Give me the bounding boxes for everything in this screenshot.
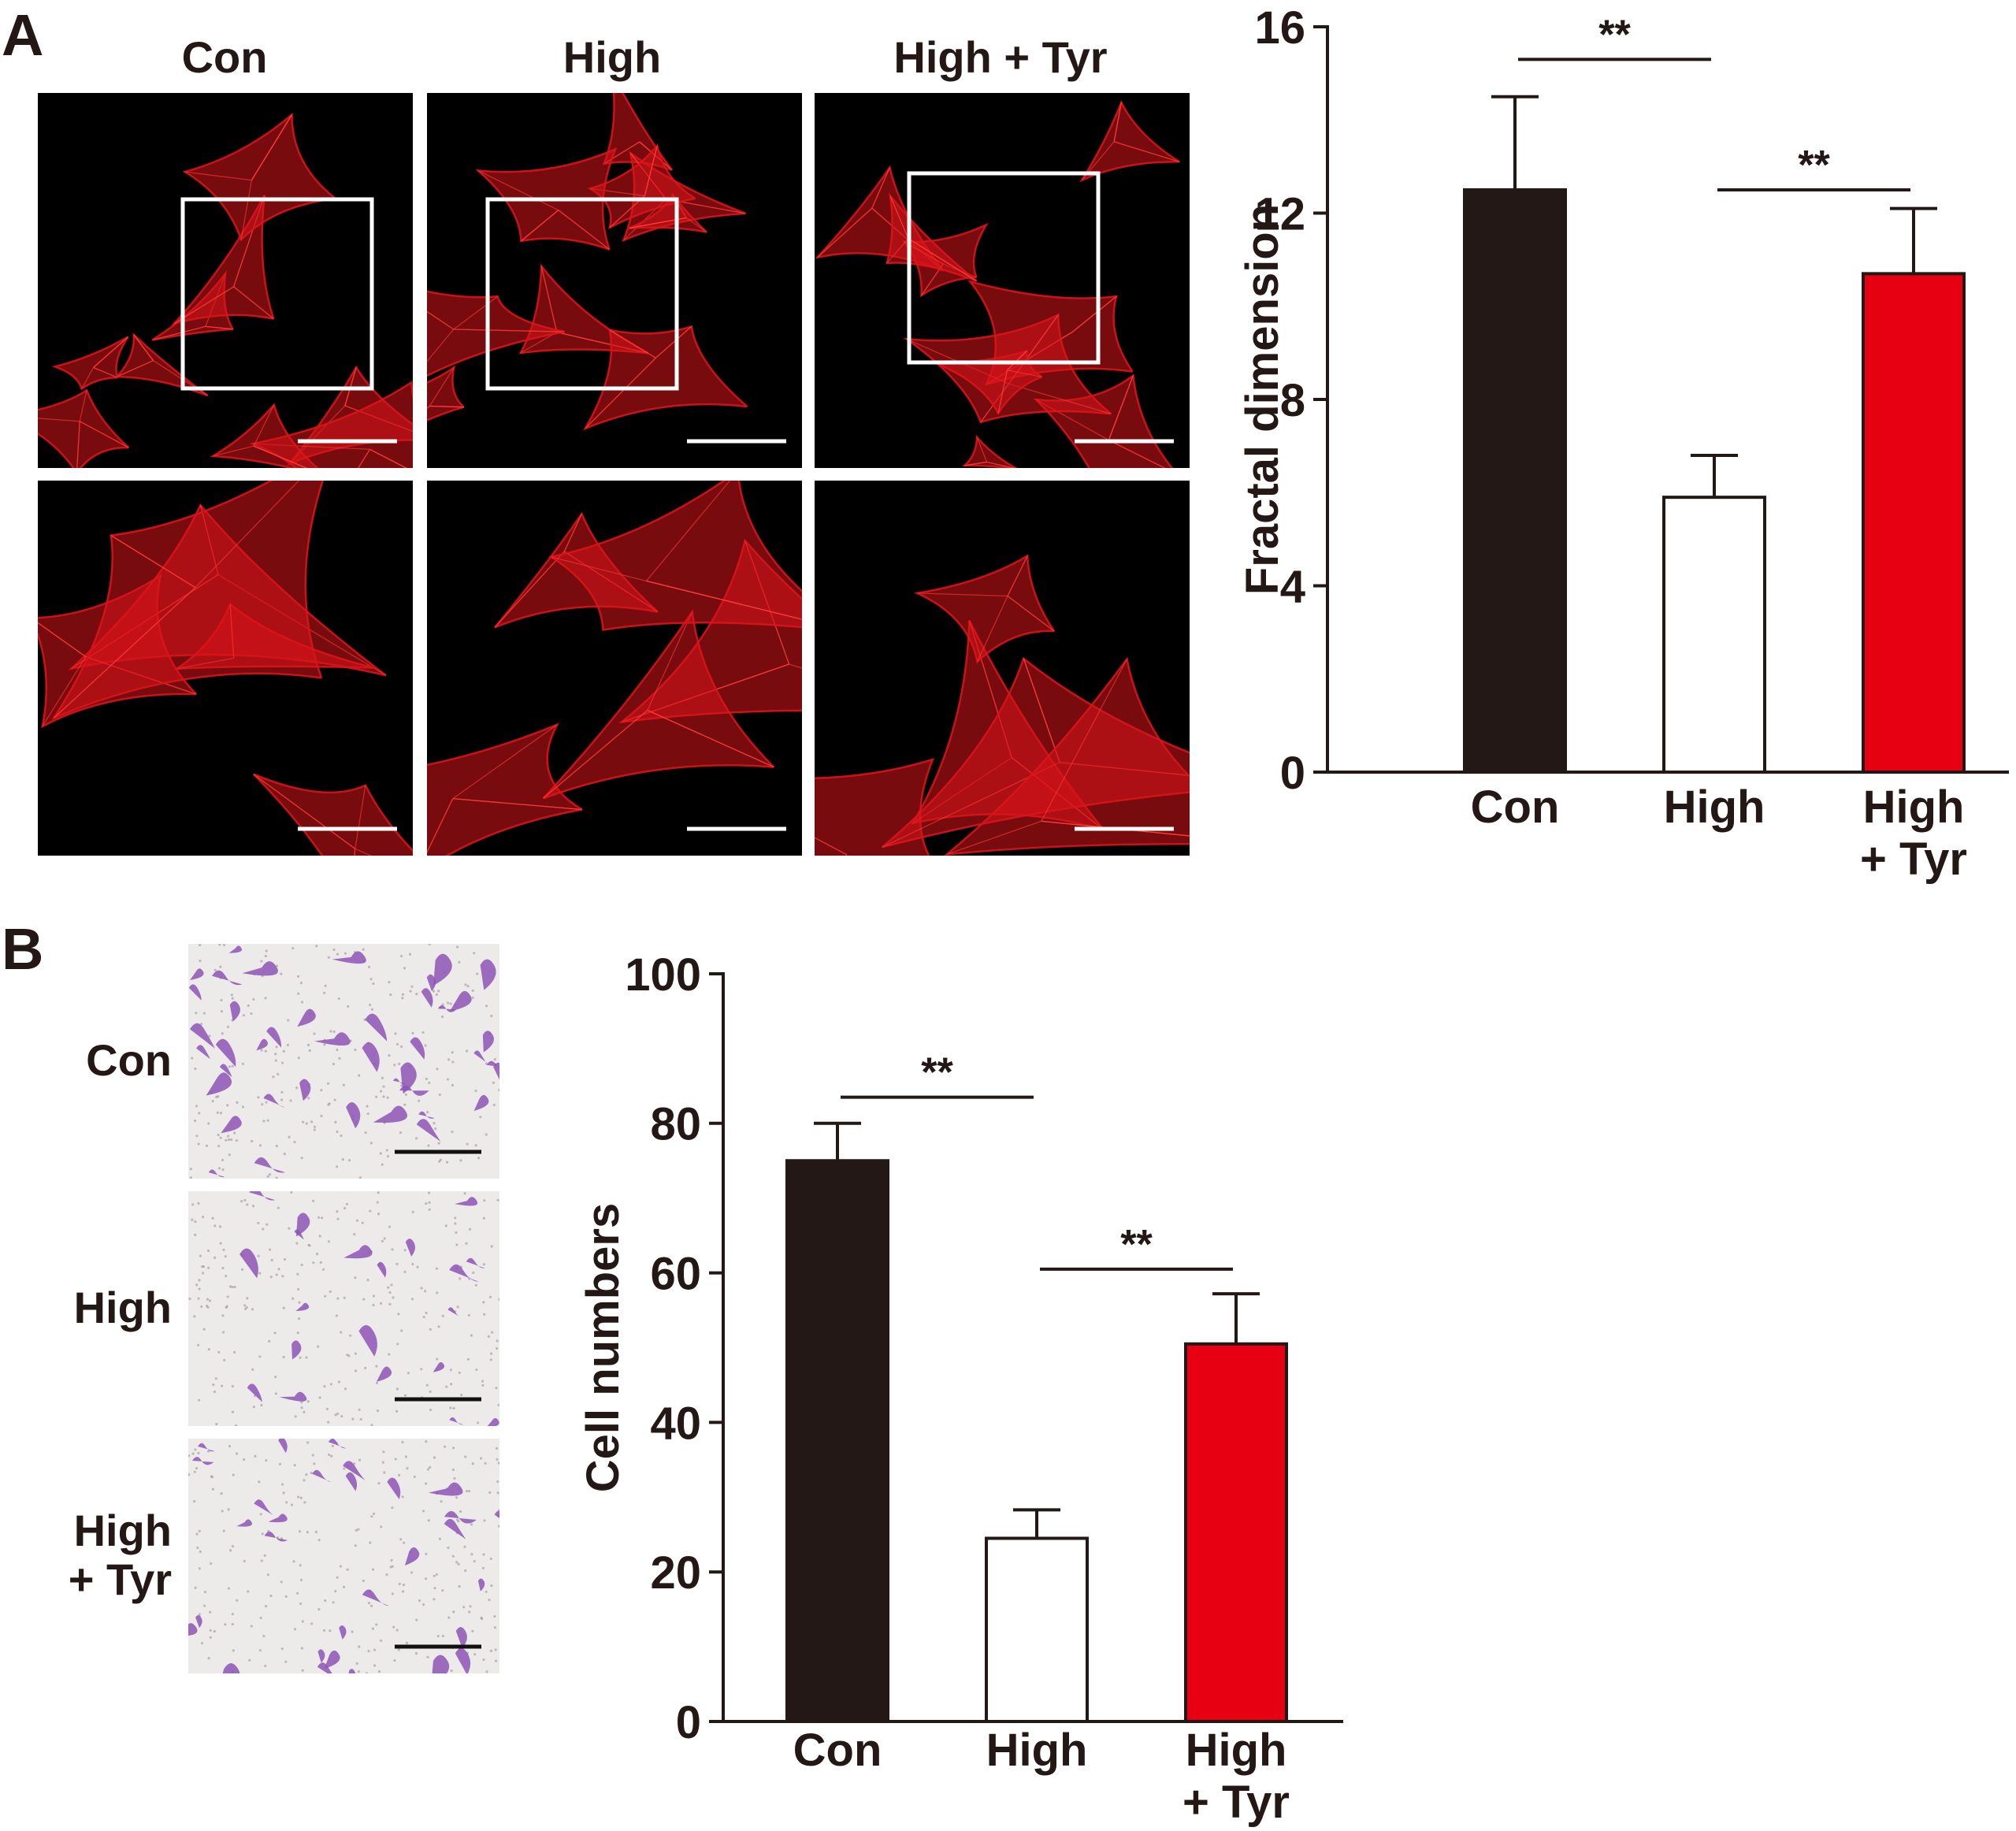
y-tick-label: 20 xyxy=(650,1547,701,1599)
bar xyxy=(1662,496,1766,774)
transwell-image-high xyxy=(188,1191,499,1426)
y-tick-label: 0 xyxy=(676,1697,701,1748)
y-tick-label: 8 xyxy=(1280,375,1305,426)
x-tick-label: High xyxy=(1186,1725,1287,1776)
panel-b-letter: B xyxy=(2,916,43,982)
zoom-region-box xyxy=(180,197,374,391)
x-tick-label: High xyxy=(1664,782,1765,833)
y-tick-label: 100 xyxy=(625,949,701,1001)
transwell-image-high-tyr xyxy=(188,1439,499,1673)
y-tick-label: 80 xyxy=(650,1099,701,1150)
transwell-image-con xyxy=(188,944,499,1179)
micrograph-con-zoom xyxy=(38,481,413,856)
y-tick-label: 4 xyxy=(1280,561,1305,612)
bar xyxy=(985,1536,1089,1723)
micrograph-high xyxy=(427,93,802,468)
x-tick-label: + Tyr xyxy=(1182,1777,1290,1828)
panel-a-letter: A xyxy=(2,2,43,68)
panel-a-column-label-high-tyr: High + Tyr xyxy=(893,32,1107,82)
bar xyxy=(785,1159,889,1723)
y-tick-label: 12 xyxy=(1254,188,1305,240)
x-tick-label: High xyxy=(1863,782,1965,833)
micrograph-high-tyr-zoom xyxy=(815,481,1190,856)
x-tick-label: High xyxy=(986,1725,1088,1776)
panel-a-micrograph-grid xyxy=(38,93,1190,856)
y-tick-label: 16 xyxy=(1254,2,1305,54)
significance-label: ** xyxy=(1120,1222,1153,1268)
row-label-high-tyr: + Tyr xyxy=(69,1554,172,1604)
panel-a-column-label-high: High xyxy=(563,32,661,82)
zoom-region-box xyxy=(485,197,679,391)
panel-a-column-label-con: Con xyxy=(182,32,268,82)
significance-label: ** xyxy=(1798,143,1830,188)
bar xyxy=(1862,272,1966,774)
bar xyxy=(1184,1342,1288,1723)
row-label-high-tyr: High xyxy=(74,1506,172,1555)
micrograph-high-tyr xyxy=(815,93,1190,468)
row-label-high: High xyxy=(74,1283,172,1332)
y-tick-label: 60 xyxy=(650,1248,701,1299)
y-axis-label: Cell numbers xyxy=(577,1203,629,1492)
micrograph-con xyxy=(38,93,413,468)
y-axis-label: Fractal dimension xyxy=(1237,204,1288,595)
y-tick-label: 0 xyxy=(1280,748,1305,799)
panel-b-micrograph-column xyxy=(188,944,499,1673)
significance-label: ** xyxy=(1598,12,1631,58)
x-tick-label: Con xyxy=(793,1725,882,1776)
micrograph-high-zoom xyxy=(427,481,802,856)
significance-label: ** xyxy=(921,1050,953,1096)
bar xyxy=(1463,188,1567,774)
zoom-region-box xyxy=(907,171,1101,365)
y-tick-label: 40 xyxy=(650,1398,701,1449)
x-tick-label: Con xyxy=(1471,782,1560,833)
x-tick-label: + Tyr xyxy=(1860,834,1967,885)
row-label-con: Con xyxy=(86,1035,172,1085)
